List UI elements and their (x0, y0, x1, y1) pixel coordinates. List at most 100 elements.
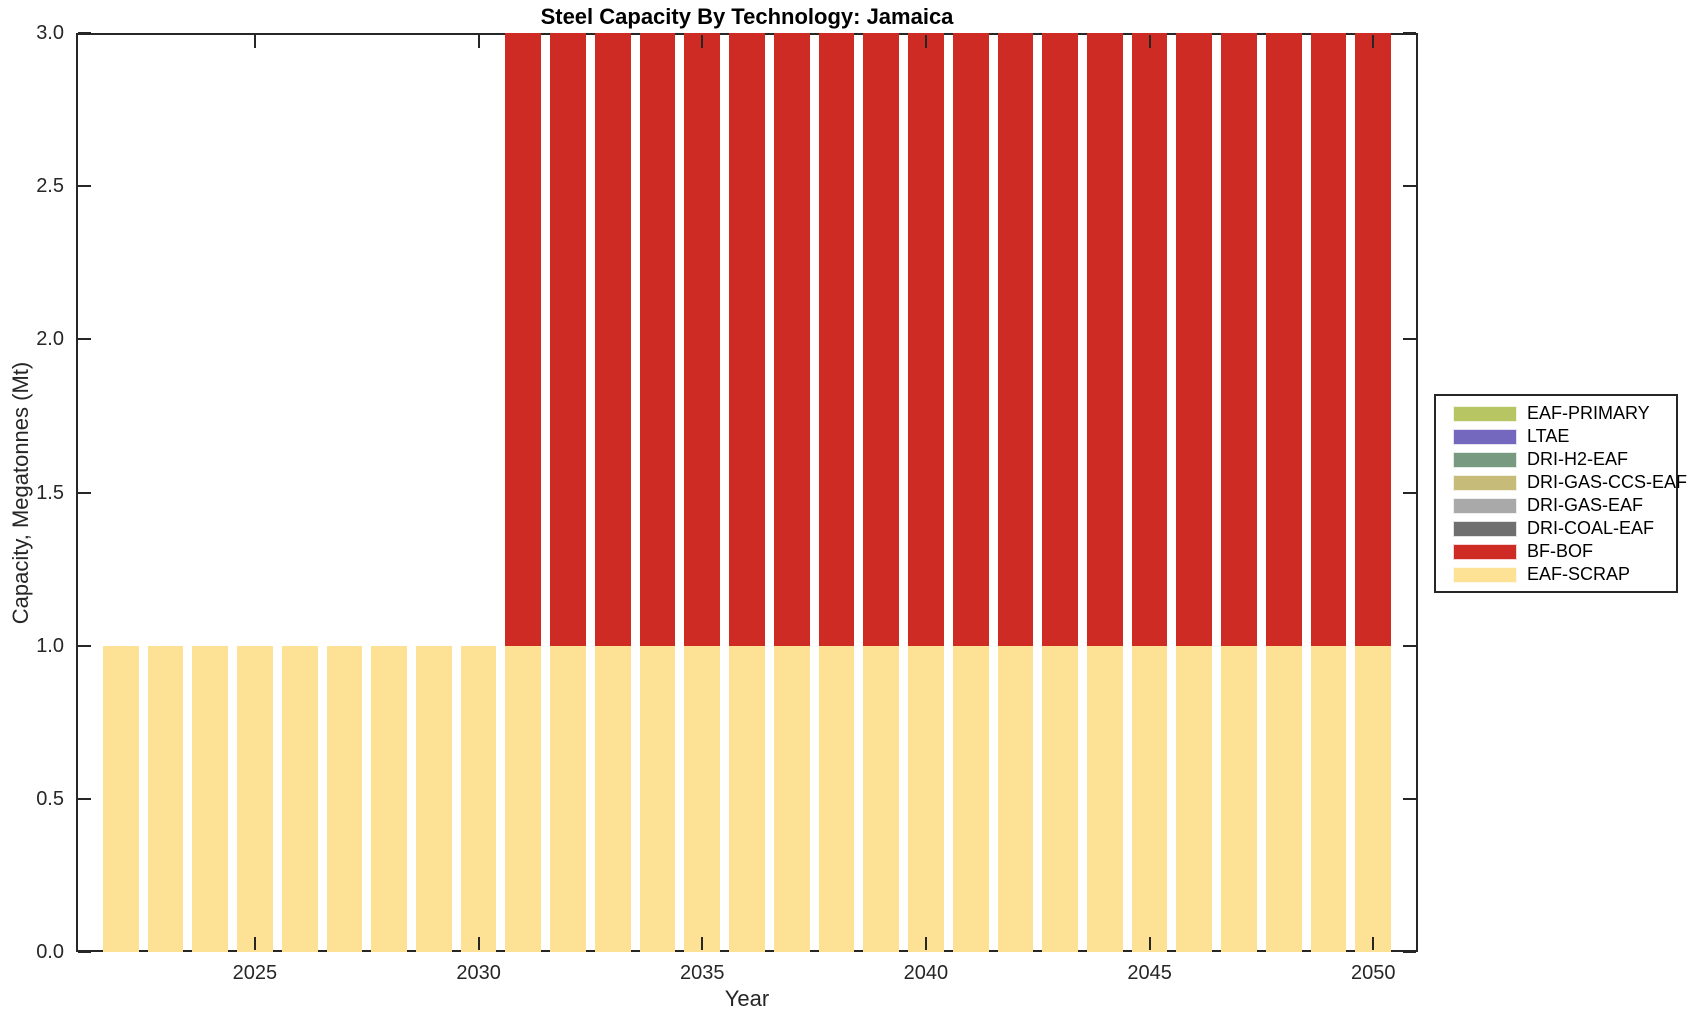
legend-swatch-dri-h2-eaf (1453, 451, 1517, 468)
bar-segment-eaf-scrap (952, 645, 989, 952)
x-tick-top (701, 35, 704, 48)
legend-item-eaf-primary: EAF-PRIMARY (1436, 402, 1676, 425)
bar-segment-bf-bof (594, 33, 631, 646)
legend-item-dri-coal-eaf: DRI-COAL-EAF (1436, 517, 1676, 540)
bar-segment-bf-bof (729, 33, 765, 646)
y-tick-right (1403, 797, 1416, 800)
y-tick-label: 3.0 (36, 22, 64, 44)
x-tick-label: 2050 (1351, 962, 1396, 984)
y-tick-left (78, 338, 91, 341)
bar-segment-eaf-scrap (1042, 645, 1079, 952)
y-tick-label: 2.5 (36, 175, 64, 198)
y-tick-left (78, 32, 91, 34)
x-tick-top (477, 35, 480, 48)
legend-swatch-dri-gas-eaf (1453, 497, 1517, 514)
y-tick-right (1403, 338, 1416, 341)
y-tick-right (1403, 185, 1416, 188)
x-tick-bottom (253, 937, 256, 950)
legend-item-dri-h2-eaf: DRI-H2-EAF (1436, 448, 1676, 471)
legend-item-dri-gas-ccs-eaf: DRI-GAS-CCS-EAF (1436, 471, 1687, 494)
y-tick-label: 0.0 (36, 941, 64, 963)
x-tick-bottom (1148, 937, 1151, 950)
y-tick-label: 1.0 (36, 634, 64, 657)
bar-segment-eaf-scrap (326, 645, 363, 952)
x-tick-bottom (924, 937, 927, 950)
bar-segment-eaf-scrap (773, 645, 810, 952)
bar-segment-eaf-scrap (237, 645, 273, 952)
legend-swatch-eaf-scrap (1453, 566, 1517, 583)
bar-segment-eaf-scrap (1355, 645, 1392, 952)
bar-segment-bf-bof (863, 33, 900, 646)
bar-segment-bf-bof (1355, 33, 1392, 646)
bar-segment-bf-bof (684, 33, 721, 646)
bar-segment-eaf-scrap (550, 645, 586, 952)
x-tick-label: 2035 (680, 962, 725, 984)
x-tick-label: 2025 (232, 962, 278, 984)
bar-segment-eaf-scrap (505, 645, 542, 952)
x-axis-label: Year (724, 986, 770, 1011)
bar-segment-eaf-scrap (1131, 645, 1168, 952)
y-tick-left (78, 951, 91, 953)
bar-segment-eaf-scrap (684, 645, 721, 952)
y-tick-right (1403, 32, 1416, 34)
y-axis-label: Capacity, Megatonnes (Mt) (8, 361, 33, 625)
legend-label: EAF-PRIMARY (1527, 403, 1650, 423)
y-tick-label: 0.5 (36, 787, 64, 810)
y-tick-label: 1.5 (36, 481, 64, 504)
legend-item-dri-gas-eaf: DRI-GAS-EAF (1436, 494, 1676, 517)
x-tick-bottom (1372, 937, 1375, 950)
legend-label: DRI-GAS-EAF (1527, 495, 1644, 515)
bar-segment-bf-bof (505, 33, 542, 646)
bar-segment-eaf-scrap (1176, 645, 1213, 952)
bar-segment-bf-bof (1086, 33, 1123, 646)
legend-label: DRI-H2-EAF (1527, 449, 1629, 469)
bar-segment-eaf-scrap (1310, 645, 1347, 952)
x-tick-bottom (701, 937, 704, 950)
bar-segment-eaf-scrap (1221, 645, 1257, 952)
x-tick-label: 2045 (1127, 962, 1172, 984)
legend-item-bf-bof: BF-BOF (1436, 540, 1676, 563)
bar-segment-bf-bof (1310, 33, 1347, 646)
bar-segment-bf-bof (1221, 33, 1257, 646)
bar-segment-eaf-scrap (460, 645, 497, 952)
bar-segment-eaf-scrap (281, 645, 318, 952)
bar-segment-bf-bof (997, 33, 1034, 646)
bar-segment-eaf-scrap (818, 645, 855, 952)
legend-label: BF-BOF (1527, 541, 1593, 561)
bar-segment-eaf-scrap (147, 645, 184, 952)
legend-label: LTAE (1527, 426, 1570, 446)
legend-label: EAF-SCRAP (1527, 564, 1631, 584)
legend-label: DRI-GAS-CCS-EAF (1527, 472, 1688, 492)
bar-segment-eaf-scrap (192, 645, 229, 952)
y-tick-label: 2.0 (36, 328, 64, 351)
y-tick-left (78, 644, 91, 647)
bar-segment-eaf-scrap (639, 645, 676, 952)
legend-swatch-eaf-primary (1453, 405, 1517, 422)
bar-segment-eaf-scrap (863, 645, 900, 952)
bar-segment-eaf-scrap (729, 645, 765, 952)
bar-segment-eaf-scrap (1086, 645, 1123, 952)
x-tick-label: 2040 (903, 962, 949, 984)
bar-segment-eaf-scrap (997, 645, 1034, 952)
legend-item-eaf-scrap: EAF-SCRAP (1436, 563, 1676, 586)
bar-segment-bf-bof (1265, 33, 1302, 646)
y-tick-left (78, 185, 91, 188)
x-tick-bottom (477, 937, 480, 950)
bar-segment-bf-bof (1131, 33, 1168, 646)
x-tick-top (253, 35, 256, 48)
bar-segment-bf-bof (908, 33, 944, 646)
bar-segment-bf-bof (1176, 33, 1213, 646)
legend-label: DRI-COAL-EAF (1527, 518, 1655, 538)
legend-swatch-dri-coal-eaf (1453, 520, 1517, 537)
y-tick-right (1403, 644, 1416, 647)
bar-segment-bf-bof (773, 33, 810, 646)
bar-segment-bf-bof (952, 33, 989, 646)
y-tick-left (78, 491, 91, 494)
bar-segment-eaf-scrap (371, 645, 408, 952)
bar-segment-eaf-scrap (1265, 645, 1302, 952)
x-tick-top (924, 35, 927, 48)
legend-item-ltae: LTAE (1436, 425, 1676, 448)
bar-segment-bf-bof (639, 33, 676, 646)
y-tick-right (1403, 491, 1416, 494)
